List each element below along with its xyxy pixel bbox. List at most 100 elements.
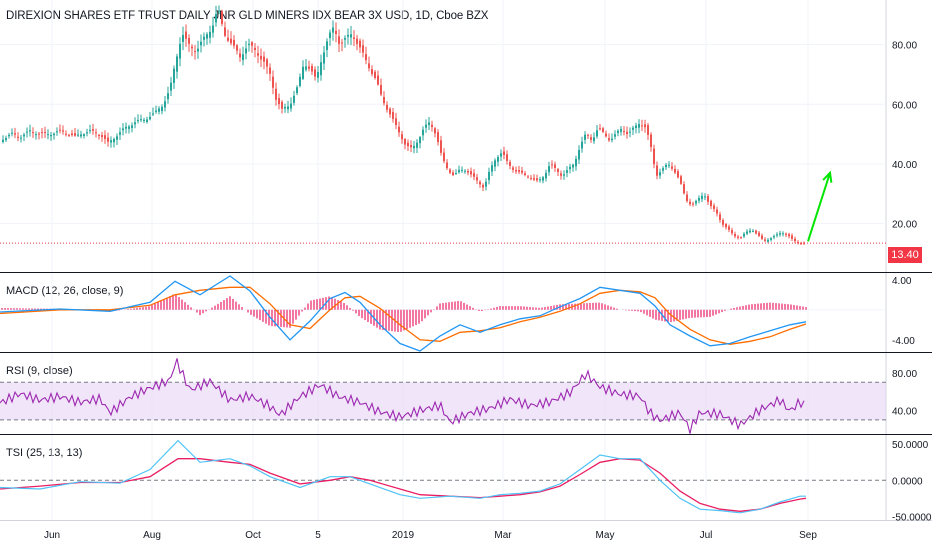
candle-body xyxy=(71,133,73,136)
candle-body xyxy=(26,131,28,133)
candle-body xyxy=(653,148,655,165)
x-tick-label: Jul xyxy=(700,530,713,541)
candle-body xyxy=(335,30,337,34)
candle-body xyxy=(20,137,22,139)
candle-body xyxy=(197,48,199,52)
candle-body xyxy=(305,66,307,70)
candle-body xyxy=(80,134,82,137)
candle-body xyxy=(272,76,274,88)
candle-body xyxy=(644,124,646,128)
candle-body xyxy=(671,166,673,169)
macd-signal-line xyxy=(0,286,807,345)
y-tick-label: 60.00 xyxy=(892,100,917,111)
candle-body xyxy=(569,166,571,170)
candle-body xyxy=(692,203,694,205)
candle-body xyxy=(41,132,43,134)
candle-body xyxy=(407,142,409,147)
candle-body xyxy=(731,230,733,234)
rsi-tick-label: 80.00 xyxy=(892,369,917,380)
candle-body xyxy=(572,164,574,168)
x-tick-label: May xyxy=(596,530,615,541)
candle-body xyxy=(599,128,601,130)
candle-body xyxy=(377,75,379,85)
candle-body xyxy=(500,153,502,157)
y-tick-label: 40.00 xyxy=(892,160,917,171)
candle-body xyxy=(302,66,304,79)
candle-body xyxy=(86,132,88,134)
candle-body xyxy=(683,184,685,194)
candle-body xyxy=(596,130,598,137)
candle-body xyxy=(467,170,469,173)
candle-body xyxy=(344,37,346,40)
candle-body xyxy=(698,198,700,201)
candle-body xyxy=(551,164,553,166)
candle-body xyxy=(278,98,280,105)
candle-body xyxy=(629,131,631,133)
candle-body xyxy=(512,167,514,170)
candle-body xyxy=(743,233,745,237)
candle-body xyxy=(545,172,547,179)
candle-body xyxy=(482,185,484,188)
candle-body xyxy=(326,41,328,51)
candle-body xyxy=(179,43,181,59)
candle-body xyxy=(14,133,16,135)
candle-body xyxy=(650,134,652,148)
candle-body xyxy=(536,178,538,181)
candle-body xyxy=(722,220,724,225)
candle-body xyxy=(98,135,100,137)
candle-body xyxy=(314,69,316,77)
candle-body xyxy=(140,119,142,121)
candle-body xyxy=(116,136,118,140)
candle-body xyxy=(284,106,286,109)
candle-body xyxy=(83,134,85,136)
rsi-tick-label: 40.00 xyxy=(892,406,917,417)
candle-body xyxy=(695,200,697,204)
candle-body xyxy=(674,169,676,173)
candle-body xyxy=(464,170,466,172)
candle-body xyxy=(362,45,364,53)
candle-body xyxy=(122,128,124,131)
candle-body xyxy=(38,133,40,135)
candle-body xyxy=(29,130,31,132)
candle-body xyxy=(416,142,418,148)
candle-body xyxy=(767,239,769,242)
candle-body xyxy=(230,38,232,44)
candle-body xyxy=(632,127,634,130)
candle-body xyxy=(56,131,58,133)
tsi-tick-label: 50.0000 xyxy=(892,440,929,451)
candle-body xyxy=(329,32,331,39)
candle-body xyxy=(89,129,91,131)
candle-body xyxy=(533,178,535,180)
candle-body xyxy=(95,132,97,134)
candle-body xyxy=(635,125,637,128)
x-tick-label: Mar xyxy=(494,530,512,541)
candle-body xyxy=(254,47,256,50)
candle-body xyxy=(617,130,619,133)
x-tick-label: Jun xyxy=(44,530,60,541)
candle-body xyxy=(524,173,526,175)
candle-body xyxy=(359,40,361,48)
candle-body xyxy=(485,181,487,187)
candle-body xyxy=(563,174,565,176)
candle-body xyxy=(338,36,340,44)
candle-body xyxy=(797,241,799,243)
candle-body xyxy=(239,53,241,58)
candle-body xyxy=(2,139,4,143)
last-price-badge: 13.40 xyxy=(888,247,922,263)
candle-body xyxy=(17,136,19,138)
candle-body xyxy=(317,72,319,78)
candle-body xyxy=(383,96,385,104)
main-chart-title: DIREXION SHARES ETF TRUST DAILY JNR GLD … xyxy=(6,10,489,22)
candle-body xyxy=(539,179,541,181)
candle-body xyxy=(50,135,52,137)
candle-body xyxy=(287,106,289,110)
y-tick-label: 20.00 xyxy=(892,219,917,230)
candle-body xyxy=(47,134,49,136)
candle-body xyxy=(293,95,295,103)
candle-body xyxy=(158,108,160,112)
candle-body xyxy=(182,34,184,43)
candle-body xyxy=(716,209,718,214)
macd-line xyxy=(0,275,807,352)
candle-body xyxy=(728,226,730,230)
